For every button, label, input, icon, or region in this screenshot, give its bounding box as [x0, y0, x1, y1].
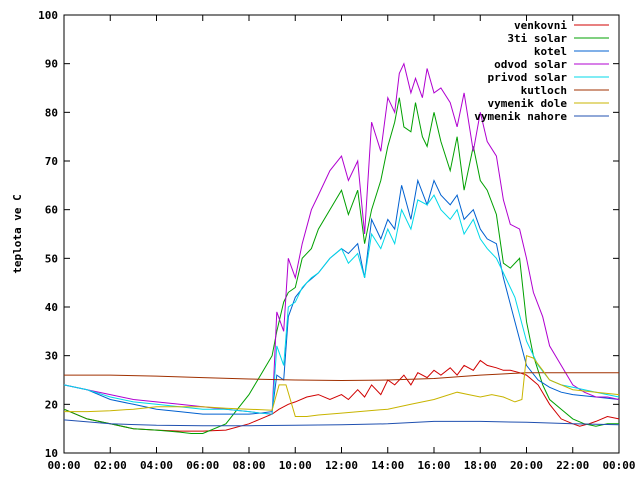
- series-line-vymenik-dole: [64, 355, 620, 417]
- x-tick-label: 02:00: [94, 459, 127, 472]
- x-tick-label: 06:00: [186, 459, 219, 472]
- x-tick-label: 04:00: [140, 459, 173, 472]
- x-tick-label: 12:00: [325, 459, 358, 472]
- y-tick-label: 20: [45, 398, 58, 411]
- y-tick-label: 100: [38, 9, 58, 22]
- x-tick-label: 16:00: [417, 459, 450, 472]
- x-tick-label: 18:00: [464, 459, 497, 472]
- x-tick-label: 14:00: [371, 459, 404, 472]
- series-line-kutloch: [64, 372, 619, 382]
- y-tick-label: 50: [45, 252, 58, 265]
- x-tick-label: 22:00: [556, 459, 589, 472]
- y-tick-label: 10: [45, 447, 58, 460]
- y-tick-label: 70: [45, 155, 58, 168]
- y-axis-label: teplota ve C: [11, 194, 24, 273]
- series-line-3ti-solar: [63, 97, 619, 434]
- y-tick-label: 80: [45, 106, 58, 119]
- legend-label: kutloch: [521, 84, 567, 97]
- legend-label: venkovni: [514, 19, 567, 32]
- x-tick-label: 00:00: [602, 459, 635, 472]
- y-tick-label: 60: [45, 204, 58, 217]
- legend-label: odvod solar: [494, 58, 567, 71]
- y-axis: 10 20 30 40 50 60 70 80 90 100: [38, 9, 619, 460]
- x-tick-label: 20:00: [510, 459, 543, 472]
- series-line-venkovni: [63, 359, 620, 432]
- series-lines: [63, 62, 620, 434]
- x-tick-label: 08:00: [232, 459, 265, 472]
- y-tick-label: 30: [45, 350, 58, 363]
- y-tick-label: 40: [45, 301, 58, 314]
- legend-label: vymenik dole: [488, 97, 568, 110]
- series-line-privod-solar: [63, 194, 620, 415]
- series-line-vymenik-nahore: [63, 419, 620, 427]
- legend-label: 3ti solar: [507, 32, 567, 45]
- x-tick-label: 10:00: [279, 459, 312, 472]
- y-tick-label: 90: [45, 58, 58, 71]
- x-tick-label: 00:00: [47, 459, 80, 472]
- series-line-kotel: [63, 178, 620, 415]
- legend-label: kotel: [534, 45, 567, 58]
- legend-label: privod solar: [488, 71, 568, 84]
- legend-label: vymenik nahore: [474, 110, 567, 123]
- x-axis: 00:00 02:00 04:00 06:00 08:00 10:00 12:00 14:00…: [47, 15, 636, 472]
